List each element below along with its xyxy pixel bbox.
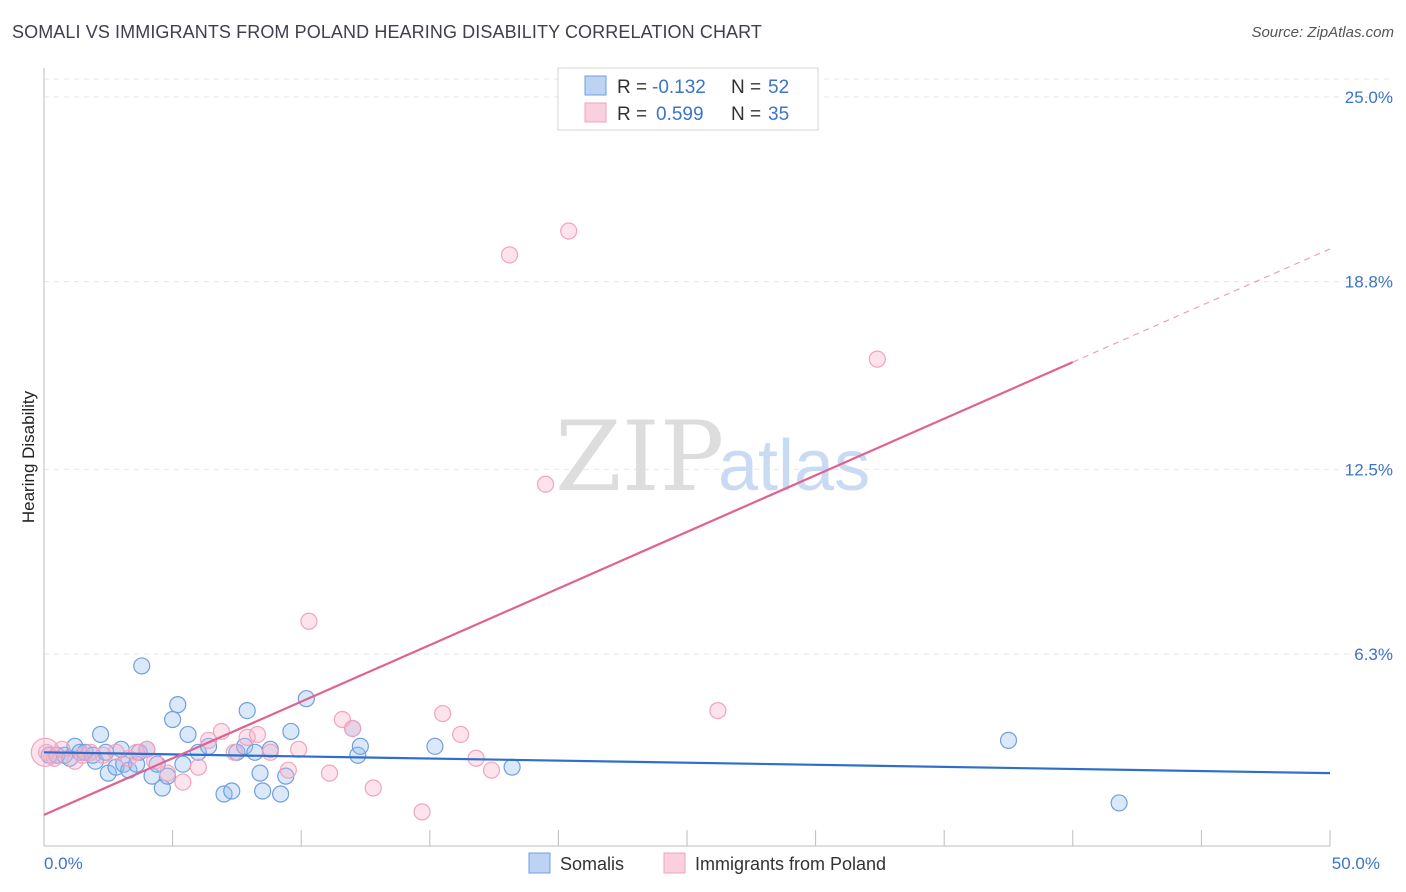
poland-point: [709, 701, 727, 720]
somalis-point: [223, 782, 241, 800]
legend-n-label-2: N =: [731, 104, 761, 125]
poland-point: [94, 746, 112, 764]
y-axis-title: Hearing Disability: [19, 390, 38, 523]
poland-point: [560, 222, 578, 240]
poland-point: [482, 761, 501, 779]
somalis-point: [164, 710, 182, 729]
somalis-point: [179, 725, 197, 744]
somalis-point: [426, 737, 444, 755]
bottom-legend: Somalis Immigrants from Poland: [528, 852, 886, 874]
poland-trendline: [43, 361, 1074, 816]
legend-r-label-2: R =: [617, 104, 647, 125]
poland-point: [261, 743, 279, 761]
somalis-point: [999, 731, 1018, 749]
somalis-point: [282, 722, 300, 741]
bottom-legend-swatch-somalis: [528, 852, 551, 874]
series-somalis-points: [40, 657, 1128, 812]
poland-point: [248, 725, 267, 744]
poland-point: [238, 728, 256, 747]
poland-trendline-extension: [1072, 248, 1331, 363]
bottom-legend-swatch-poland: [663, 852, 686, 874]
somalis-point: [251, 764, 269, 782]
x-tick-label: 50.0%: [1332, 854, 1380, 873]
somalis-trendline: [43, 751, 1331, 775]
poland-point: [434, 704, 452, 723]
somalis-point: [351, 737, 369, 755]
poland-point: [290, 740, 308, 758]
legend-swatch-somalis: [584, 75, 607, 96]
watermark-atlas: atlas: [718, 426, 870, 506]
legend-n-value-poland: 35: [768, 104, 789, 125]
x-tick-labels: 0.0% 50.0%: [44, 854, 1380, 873]
bottom-legend-label-poland: Immigrants from Poland: [695, 854, 886, 874]
poland-point: [536, 475, 555, 493]
poland-point: [364, 779, 382, 797]
source-label: Source: ZipAtlas.com: [1251, 24, 1394, 41]
somalis-point: [133, 657, 151, 675]
y-tick-label: 18.8%: [1345, 273, 1393, 292]
legend-r-value-poland: 0.599: [656, 104, 704, 125]
gridlines: [44, 78, 1390, 655]
somalis-point: [174, 755, 192, 773]
legend-box: R = -0.132 N = 52 R = 0.599 N = 35: [557, 67, 819, 131]
trendlines: [43, 248, 1331, 816]
poland-point: [225, 743, 243, 761]
somalis-point: [1110, 794, 1128, 812]
poland-point: [452, 725, 470, 744]
legend-r-label-1: R =: [617, 77, 647, 98]
chart-title: SOMALI VS IMMIGRANTS FROM POLAND HEARING…: [12, 22, 763, 42]
somalis-point: [238, 701, 256, 720]
y-tick-labels: 6.3% 12.5% 18.8% 25.0%: [1345, 88, 1393, 664]
x-ticks: [172, 830, 1331, 846]
somalis-point: [246, 743, 264, 761]
y-tick-label: 6.3%: [1354, 645, 1393, 664]
legend-r-value-somalis: -0.132: [652, 77, 706, 98]
somalis-point: [272, 785, 290, 803]
poland-point: [189, 758, 207, 776]
bottom-legend-label-somalis: Somalis: [560, 854, 624, 874]
poland-point: [300, 612, 318, 630]
poland-point: [413, 803, 431, 821]
somalis-point: [254, 782, 272, 800]
poland-point: [158, 764, 177, 782]
poland-point: [500, 246, 519, 264]
y-tick-label: 12.5%: [1345, 460, 1393, 479]
series-poland-points: [30, 222, 886, 821]
x-tick-label: 0.0%: [44, 854, 83, 873]
watermark: ZIP atlas: [555, 401, 870, 513]
poland-point: [174, 773, 192, 791]
poland-point: [279, 761, 297, 779]
poland-point: [127, 743, 146, 761]
legend-swatch-poland: [584, 102, 607, 123]
somalis-point: [503, 758, 521, 776]
watermark-zip: ZIP: [555, 401, 724, 513]
legend-n-value-somalis: 52: [768, 77, 789, 98]
poland-point: [868, 350, 886, 368]
legend-n-label-1: N =: [731, 77, 761, 98]
y-tick-label: 25.0%: [1345, 88, 1393, 107]
poland-point: [320, 764, 339, 782]
poland-point: [344, 719, 362, 738]
somalis-point: [169, 696, 187, 714]
somalis-point: [91, 725, 110, 744]
